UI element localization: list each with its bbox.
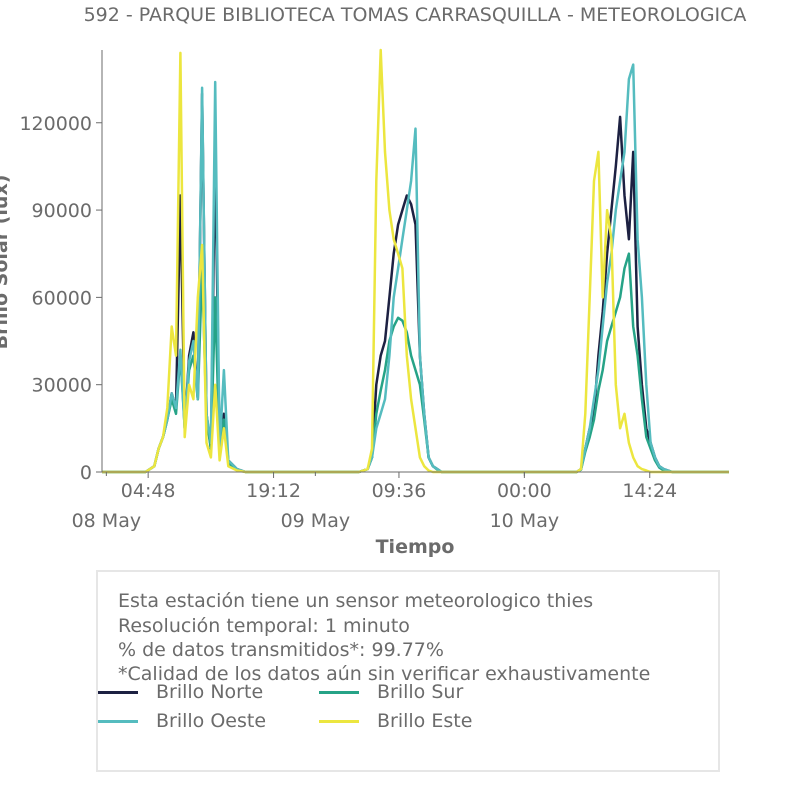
x-tick-label: 04:48 — [121, 480, 176, 502]
x-tick-label: 14:24 — [622, 480, 677, 502]
x-axis-label: Tiempo — [376, 536, 455, 558]
x-tick-label: 09:36 — [372, 480, 427, 502]
legend-label-brillo-norte: Brillo Norte — [156, 681, 264, 703]
legend-item-brillo-este: Brillo Este — [319, 710, 472, 732]
info-box: Esta estación tiene un sensor meteorolog… — [96, 570, 720, 772]
legend-label-brillo-sur: Brillo Sur — [377, 681, 464, 703]
legend-swatch-brillo-oeste — [98, 719, 138, 723]
legend-item-brillo-oeste: Brillo Oeste — [98, 710, 266, 732]
legend-label-brillo-este: Brillo Este — [377, 710, 473, 732]
legend-item-brillo-sur: Brillo Sur — [319, 681, 463, 703]
chart-title: 592 - PARQUE BIBLIOTECA TOMAS CARRASQUIL… — [84, 4, 747, 26]
y-axis-label: Brillo Solar (lux) — [0, 175, 12, 350]
y-tick-label: 120000 — [19, 113, 92, 135]
x-date-label: 10 May — [490, 510, 560, 532]
series-line-brillo-este — [102, 48, 729, 474]
x-date-label: 08 May — [72, 510, 142, 532]
legend-swatch-brillo-este — [319, 719, 359, 723]
y-tick-label: 60000 — [32, 287, 92, 309]
y-tick-label: 90000 — [32, 200, 92, 222]
legend-swatch-brillo-sur — [319, 690, 359, 694]
info-line-transmitted: % de datos transmitidos*: 99.77% — [118, 639, 444, 661]
info-line-quality-note: *Calidad de los datos aún sin verificar … — [118, 663, 651, 685]
legend-item-brillo-norte: Brillo Norte — [98, 681, 263, 703]
x-tick-label: 19:12 — [246, 480, 301, 502]
info-line-station: Esta estación tiene un sensor meteorolog… — [118, 590, 594, 612]
series-line-brillo-oeste — [102, 63, 729, 474]
info-line-resolution: Resolución temporal: 1 minuto — [118, 615, 410, 637]
x-date-label: 09 May — [281, 510, 351, 532]
x-tick-label: 00:00 — [497, 480, 552, 502]
legend-swatch-brillo-norte — [98, 690, 138, 694]
y-tick-label: 30000 — [32, 375, 92, 397]
legend-label-brillo-oeste: Brillo Oeste — [156, 710, 267, 732]
y-tick-label: 0 — [80, 462, 92, 484]
